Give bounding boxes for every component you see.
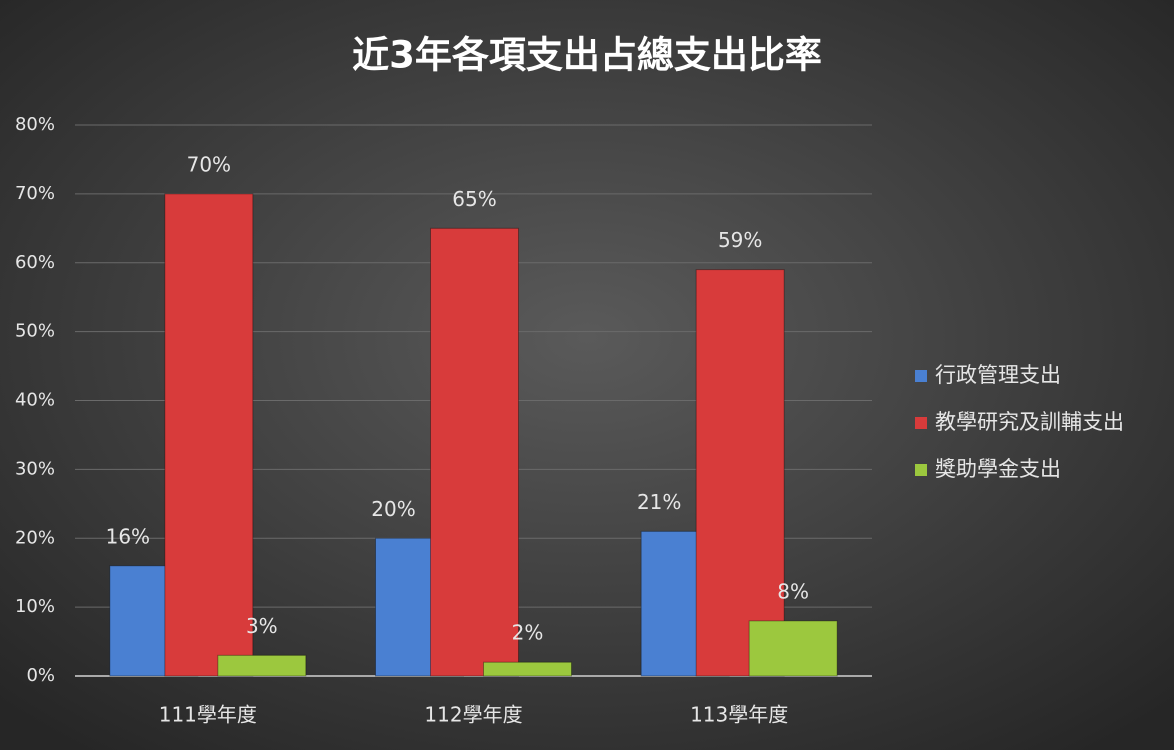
data-label: 20% (371, 497, 415, 521)
legend-label: 行政管理支出 (935, 363, 1061, 387)
bar (164, 193, 254, 677)
y-tick-label: 50% (15, 321, 55, 342)
y-tick-label: 40% (15, 390, 55, 411)
bar (748, 620, 838, 677)
legend-label: 獎助學金支出 (935, 457, 1061, 481)
data-label: 8% (777, 579, 809, 603)
y-tick-label: 80% (15, 114, 55, 135)
legend-label: 教學研究及訓輔支出 (935, 410, 1124, 434)
chart-title: 近3年各項支出占總支出比率 (352, 34, 822, 77)
data-label: 16% (106, 524, 150, 548)
y-tick-label: 20% (15, 527, 55, 548)
bar (217, 654, 307, 677)
data-label: 59% (718, 228, 762, 252)
legend-swatch (915, 417, 927, 429)
legend-swatch (915, 464, 927, 476)
y-tick-label: 60% (15, 252, 55, 273)
data-label: 3% (246, 614, 278, 638)
bar (695, 269, 785, 677)
data-label: 65% (452, 187, 496, 211)
legend-swatch (915, 370, 927, 382)
data-label: 21% (637, 490, 681, 514)
data-label: 2% (512, 621, 544, 645)
x-tick-label: 112學年度 (424, 703, 522, 727)
bar (483, 661, 572, 677)
x-tick-label: 111學年度 (159, 703, 257, 727)
y-tick-label: 30% (15, 458, 55, 479)
data-label: 70% (187, 152, 231, 176)
bar (430, 227, 519, 677)
y-tick-label: 10% (15, 596, 55, 617)
y-tick-label: 0% (26, 665, 55, 686)
x-tick-label: 113學年度 (690, 703, 788, 727)
y-tick-label: 70% (15, 183, 55, 204)
